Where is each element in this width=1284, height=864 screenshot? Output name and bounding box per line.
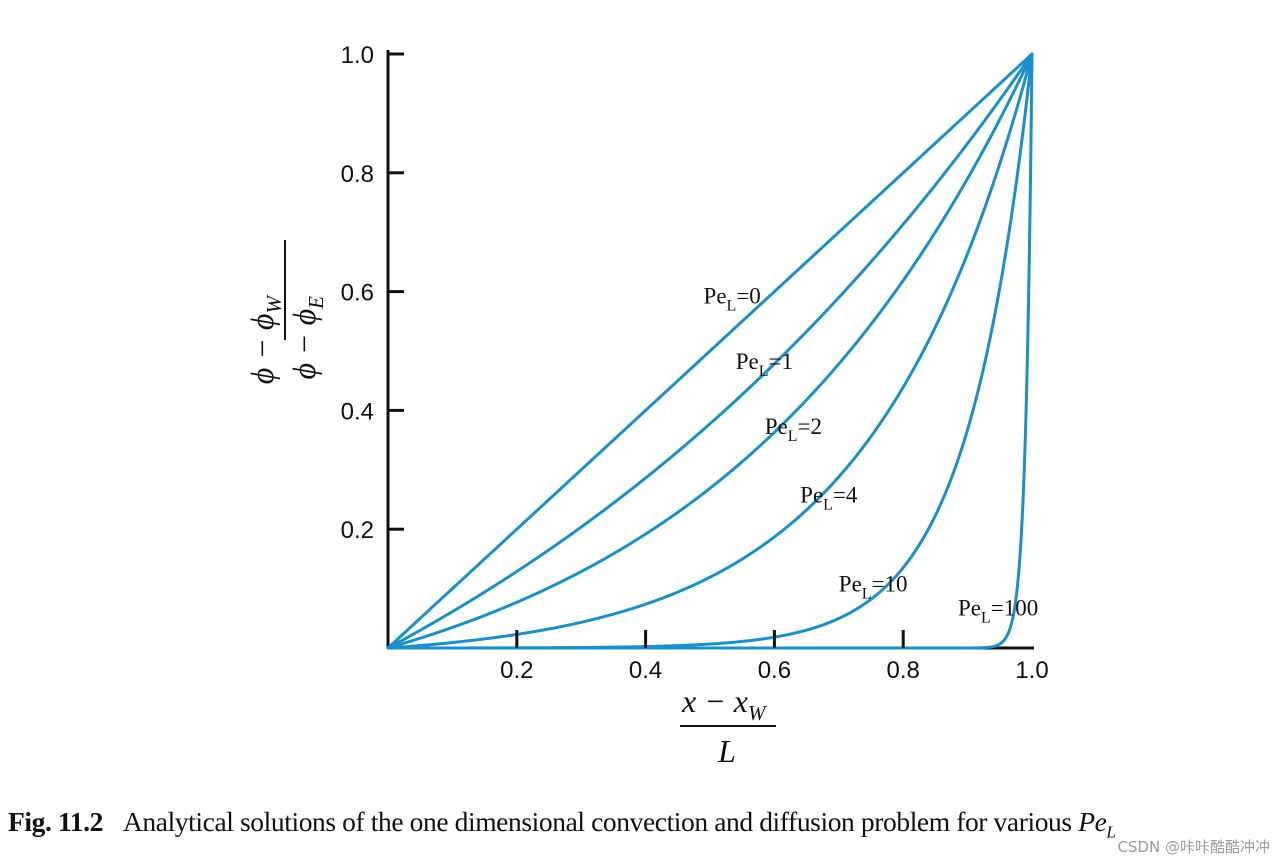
series-pel-100-line <box>386 52 1034 650</box>
chart-canvas: 0.20.40.60.81.00.2 0.4 0.6 0.8 1.0 PeL=0PeL=… <box>244 42 1049 769</box>
series-label: PeL=100 <box>958 595 1038 626</box>
x-tick-label: 0.2 <box>500 657 533 684</box>
y-tick-label: 0.4 <box>341 398 374 425</box>
y-tick-label: 1.0 <box>341 42 374 69</box>
series-pel-0-line <box>386 52 1034 650</box>
x-tick-label: 1.0 <box>1015 657 1048 684</box>
y-tick-label: 0.8 <box>341 161 374 188</box>
y-tick-label: 0.2 <box>341 517 374 544</box>
x-label-denominator: L <box>717 733 736 769</box>
ticks: 0.2 0.4 0.6 0.8 1.0 0.2 0.4 0.6 0.8 1.0 <box>341 42 1049 684</box>
watermark: CSDN @咔咔酷酷冲冲 <box>1117 838 1270 856</box>
series-pel-2-line <box>386 52 1034 650</box>
series-label: PeL=10 <box>839 572 908 603</box>
curves <box>386 52 1034 650</box>
x-label-numerator: x − xW <box>681 683 768 725</box>
series-pel-4-line <box>386 52 1034 650</box>
curve-labels: PeL=0 PeL=1 PeL=2 PeL=4 PeL=10 PeL=100 <box>704 283 1039 626</box>
series-pel-1-line <box>386 52 1034 650</box>
y-axis-label: ϕ − ϕW ϕ − ϕE <box>244 240 328 384</box>
x-tick-label: 0.8 <box>887 657 920 684</box>
figure-caption: Fig. 11.2 Analytical solutions of the one… <box>8 806 1278 843</box>
caption-symbol: PeL <box>1078 806 1116 842</box>
caption-fig-number: Fig. 11.2 <box>8 806 103 837</box>
x-tick-label: 0.4 <box>629 657 662 684</box>
series-label: PeL=1 <box>736 349 793 380</box>
y-label-denominator: ϕ − ϕE <box>286 296 328 380</box>
series-label: PeL=4 <box>800 482 858 513</box>
y-tick-label: 0.6 <box>341 280 374 307</box>
series-label: PeL=0 <box>704 283 761 314</box>
x-axis-label: x − xW L <box>680 683 776 769</box>
caption-text: Analytical solutions of the one dimensio… <box>122 806 1079 837</box>
x-tick-label: 0.6 <box>758 657 791 684</box>
series-label: PeL=2 <box>765 414 822 445</box>
y-label-numerator: ϕ − ϕW <box>244 294 286 385</box>
